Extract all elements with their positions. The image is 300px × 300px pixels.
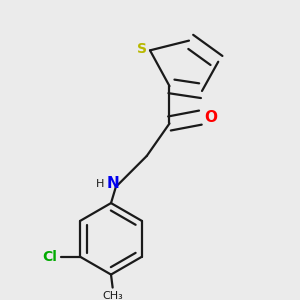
- Text: N: N: [107, 176, 120, 191]
- Text: CH₃: CH₃: [102, 291, 123, 300]
- Text: Cl: Cl: [43, 250, 58, 264]
- Text: S: S: [137, 42, 147, 56]
- Text: H: H: [96, 179, 104, 189]
- Text: O: O: [204, 110, 217, 125]
